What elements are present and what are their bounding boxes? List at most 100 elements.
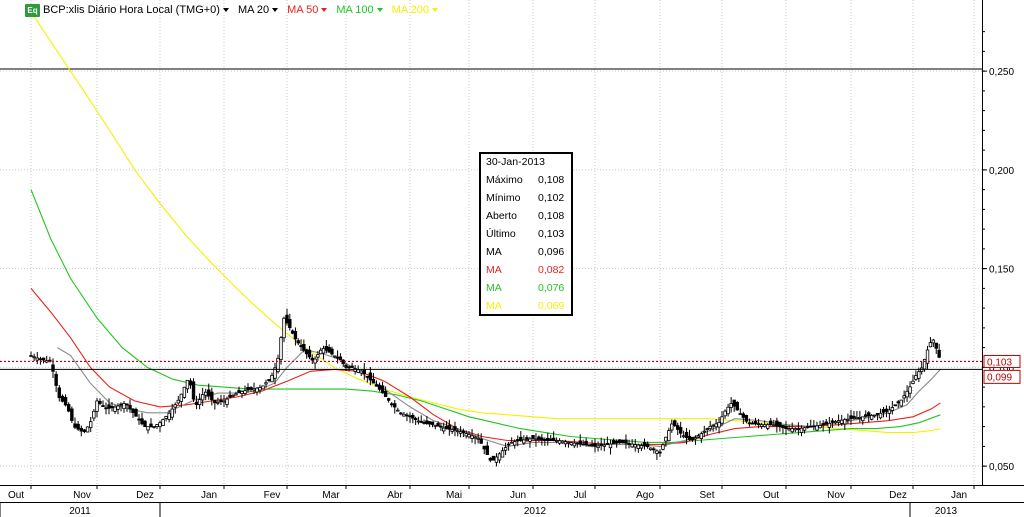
candle[interactable] xyxy=(890,400,895,415)
candle[interactable] xyxy=(219,394,223,406)
candle[interactable] xyxy=(540,433,544,446)
candle[interactable] xyxy=(200,387,205,407)
candle[interactable] xyxy=(479,433,483,444)
symbol-dropdown-icon[interactable] xyxy=(222,8,229,12)
candle[interactable] xyxy=(38,356,43,365)
candle[interactable] xyxy=(57,385,61,402)
candle[interactable] xyxy=(307,345,312,360)
candle[interactable] xyxy=(931,338,936,348)
candle[interactable] xyxy=(436,421,440,427)
candle[interactable] xyxy=(377,382,382,392)
indicator-ma-0[interactable]: MA 20 xyxy=(238,4,279,16)
candle[interactable] xyxy=(430,421,435,428)
candle[interactable] xyxy=(861,416,865,425)
candle[interactable] xyxy=(41,357,46,364)
candle[interactable] xyxy=(618,439,622,445)
candle[interactable] xyxy=(350,362,354,369)
candle[interactable] xyxy=(158,420,162,433)
candle[interactable] xyxy=(587,444,591,447)
candle[interactable] xyxy=(405,412,409,422)
candle[interactable] xyxy=(784,421,788,435)
candle[interactable] xyxy=(793,427,797,433)
candle[interactable] xyxy=(593,438,597,453)
candle[interactable] xyxy=(134,407,138,417)
candle[interactable] xyxy=(261,385,265,390)
candle[interactable] xyxy=(878,408,883,420)
candle[interactable] xyxy=(917,367,921,383)
candle[interactable] xyxy=(173,402,177,414)
candle[interactable] xyxy=(386,397,391,403)
candle[interactable] xyxy=(179,393,184,408)
candle[interactable] xyxy=(225,396,229,408)
candle[interactable] xyxy=(934,342,938,354)
candle[interactable] xyxy=(439,423,443,431)
candle[interactable] xyxy=(893,404,897,407)
candle[interactable] xyxy=(210,387,214,406)
candle[interactable] xyxy=(528,436,532,448)
equity-icon[interactable]: Eq xyxy=(25,4,40,17)
candle[interactable] xyxy=(164,415,168,422)
candle[interactable] xyxy=(787,425,791,432)
candle[interactable] xyxy=(509,437,514,444)
candle[interactable] xyxy=(513,439,517,449)
candle[interactable] xyxy=(393,399,397,414)
candle[interactable] xyxy=(456,428,460,437)
candle[interactable] xyxy=(762,420,767,428)
candle[interactable] xyxy=(633,438,637,452)
candle[interactable] xyxy=(113,404,117,414)
candle[interactable] xyxy=(110,401,114,412)
candle[interactable] xyxy=(143,420,147,428)
candle[interactable] xyxy=(128,399,132,413)
candle[interactable] xyxy=(833,419,838,425)
candle[interactable] xyxy=(911,374,915,385)
candle[interactable] xyxy=(846,413,850,424)
candle[interactable] xyxy=(54,371,58,393)
candle[interactable] xyxy=(374,380,379,387)
candle[interactable] xyxy=(655,449,659,460)
candle[interactable] xyxy=(476,433,480,444)
candle[interactable] xyxy=(584,437,588,447)
candle[interactable] xyxy=(867,411,871,423)
candle[interactable] xyxy=(213,399,217,410)
candle[interactable] xyxy=(125,403,129,412)
candle[interactable] xyxy=(70,406,74,423)
candle[interactable] xyxy=(503,442,508,456)
candle[interactable] xyxy=(869,413,874,421)
candle[interactable] xyxy=(288,313,292,331)
candle[interactable] xyxy=(234,391,238,396)
candle[interactable] xyxy=(805,422,810,429)
candle[interactable] xyxy=(658,449,662,457)
candle[interactable] xyxy=(652,447,656,454)
candle[interactable] xyxy=(738,408,742,416)
candle[interactable] xyxy=(702,425,706,438)
candle[interactable] xyxy=(684,427,689,445)
candle[interactable] xyxy=(371,373,376,384)
candle[interactable] xyxy=(333,355,337,359)
candle[interactable] xyxy=(79,425,83,437)
candle[interactable] xyxy=(188,378,193,389)
candle[interactable] xyxy=(937,343,941,359)
candle[interactable] xyxy=(796,422,801,436)
candle[interactable] xyxy=(928,337,933,348)
candle[interactable] xyxy=(67,402,71,413)
candle[interactable] xyxy=(753,417,758,426)
candle[interactable] xyxy=(85,426,90,433)
candle[interactable] xyxy=(176,395,180,405)
candle[interactable] xyxy=(596,441,600,452)
candle[interactable] xyxy=(812,420,816,431)
candle[interactable] xyxy=(673,419,677,427)
candle[interactable] xyxy=(887,405,892,421)
candle[interactable] xyxy=(402,411,406,417)
candle[interactable] xyxy=(905,385,909,403)
candle[interactable] xyxy=(485,441,489,455)
candle[interactable] xyxy=(149,418,153,428)
candle[interactable] xyxy=(723,409,727,419)
candle[interactable] xyxy=(624,434,628,449)
candle[interactable] xyxy=(491,455,496,461)
candle[interactable] xyxy=(506,441,511,451)
candle[interactable] xyxy=(411,412,415,424)
candle[interactable] xyxy=(95,397,99,418)
candle[interactable] xyxy=(82,428,87,434)
candle[interactable] xyxy=(279,336,283,365)
candle[interactable] xyxy=(639,443,644,452)
